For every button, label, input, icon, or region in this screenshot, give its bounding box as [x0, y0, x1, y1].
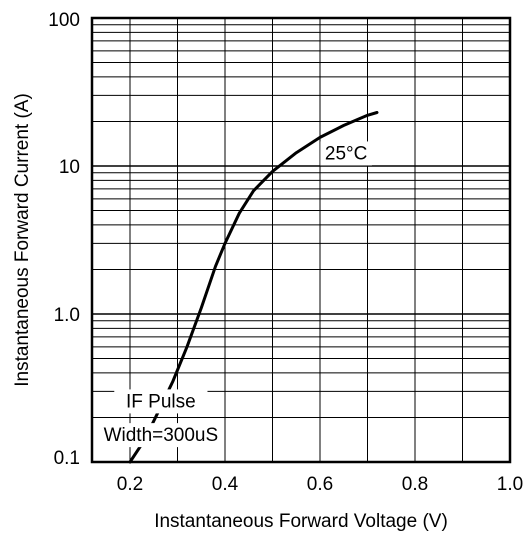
x-tick-label: 1.0: [497, 474, 523, 495]
annotation-label: Width=300uS: [104, 425, 219, 446]
grid-lines: [92, 18, 511, 462]
y-tick-label: 1.0: [54, 305, 80, 326]
annotation-layer: 25°C IF Pulse Width=300uS: [98, 141, 372, 448]
x-tick-labels: 0.2 0.4 0.6 0.8 1.0: [117, 474, 523, 495]
x-axis-label: Instantaneous Forward Voltage (V): [154, 511, 448, 532]
annotation-background: [320, 141, 372, 166]
y-tick-labels: 0.1 1.0 10 100: [48, 10, 80, 469]
y-tick-label: 0.1: [54, 448, 80, 469]
annotation-label: 25°C: [325, 143, 367, 164]
x-tick-label: 0.6: [307, 474, 333, 495]
annotation-background: [114, 389, 208, 414]
y-tick-label: 10: [59, 157, 80, 178]
plot-frame: [90, 16, 512, 464]
x-tick-label: 0.2: [117, 474, 143, 495]
x-tick-label: 0.4: [212, 474, 239, 495]
y-tick-label: 100: [48, 10, 80, 31]
y-axis-label: Instantaneous Forward Current (A): [12, 93, 33, 387]
x-tick-label: 0.8: [402, 474, 428, 495]
annotation-background: [98, 423, 224, 448]
annotation-label: IF Pulse: [126, 391, 196, 412]
